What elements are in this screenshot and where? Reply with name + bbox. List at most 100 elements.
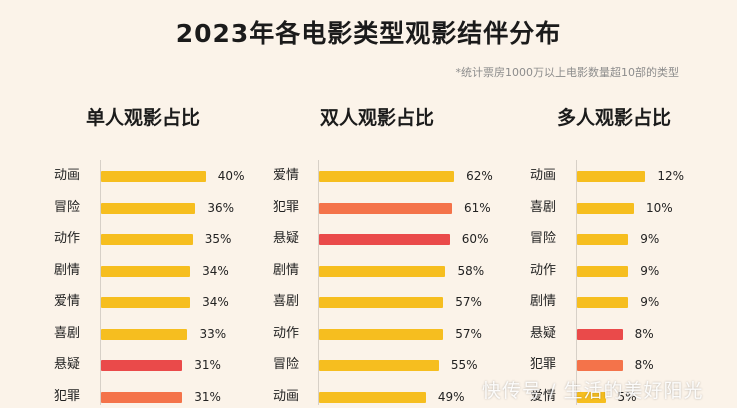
value-label: 31% xyxy=(194,389,221,404)
panel-title-single: 单人观影占比 xyxy=(86,107,201,129)
bar-row: 动画 12% xyxy=(530,165,730,187)
bar xyxy=(577,265,629,277)
bar xyxy=(101,391,183,403)
bar xyxy=(319,391,426,403)
bar xyxy=(319,234,450,245)
value-label: 9% xyxy=(640,295,660,309)
bar-row: 动作 9% xyxy=(530,260,730,282)
watermark: 快传号 / 生活的美好阳光 xyxy=(482,380,704,402)
panel-title-group: 多人观影占比 xyxy=(557,107,672,129)
category-label: 冒险 xyxy=(530,231,557,246)
bar-row: 犯罪 8% xyxy=(530,354,730,376)
category-label: 悬疑 xyxy=(530,325,557,341)
category-label: 动画 xyxy=(273,388,300,404)
category-label: 冒险 xyxy=(54,199,81,215)
bar xyxy=(577,328,623,340)
category-label: 动作 xyxy=(530,262,557,278)
bar xyxy=(319,202,452,214)
category-label: 动画 xyxy=(530,168,557,183)
category-label: 喜剧 xyxy=(530,199,557,215)
value-label: 34% xyxy=(202,263,229,278)
category-label: 犯罪 xyxy=(273,199,300,215)
bar-row: 爱情 62% xyxy=(273,165,493,187)
bar xyxy=(319,328,444,340)
value-label: 57% xyxy=(455,295,482,309)
bar xyxy=(101,360,183,371)
bar xyxy=(577,171,646,182)
bar-row: 悬疑 31% xyxy=(54,354,254,376)
value-label: 9% xyxy=(640,263,660,278)
value-label: 34% xyxy=(202,295,229,309)
category-label: 喜剧 xyxy=(273,294,300,309)
bar xyxy=(319,171,455,182)
bar-row: 剧情 58% xyxy=(273,260,484,282)
value-label: 5% xyxy=(617,389,637,404)
bar xyxy=(101,297,191,308)
axis-line xyxy=(318,160,319,405)
category-label: 悬疑 xyxy=(273,231,300,246)
bar-row: 悬疑 8% xyxy=(530,323,730,345)
value-label: 8% xyxy=(634,358,654,372)
value-label: 55% xyxy=(450,358,478,372)
category-label: 冒险 xyxy=(273,357,300,372)
bar xyxy=(319,297,444,308)
bar xyxy=(577,391,606,403)
chart-subtitle: *统计票房1000万以上电影数量超10部的类型 xyxy=(455,66,680,79)
bar-row: 动作 57% xyxy=(273,323,482,345)
category-label: 剧情 xyxy=(54,262,81,278)
bar-row: 喜剧 57% xyxy=(273,291,482,313)
value-label: 57% xyxy=(455,326,482,341)
category-label: 犯罪 xyxy=(54,388,81,404)
axis-line xyxy=(576,160,577,405)
category-label: 动作 xyxy=(54,231,81,246)
bar-row: 冒险 9% xyxy=(530,228,730,250)
bar-row: 犯罪 61% xyxy=(273,197,491,219)
bar-row: 剧情 9% xyxy=(530,291,730,313)
value-label: 36% xyxy=(207,200,234,215)
category-label: 动画 xyxy=(54,168,81,183)
panel-title-double: 双人观影占比 xyxy=(320,107,435,129)
bar-row: 动作 35% xyxy=(54,228,254,250)
value-label: 40% xyxy=(217,169,245,183)
value-label: 60% xyxy=(461,232,489,246)
category-label: 动作 xyxy=(273,325,300,341)
value-label: 8% xyxy=(634,326,654,341)
bar-row: 爱情 5% xyxy=(530,386,730,408)
bar xyxy=(101,171,206,182)
bar-row: 冒险 36% xyxy=(54,197,254,219)
bar xyxy=(319,360,439,371)
bar xyxy=(101,234,193,245)
bar xyxy=(319,265,446,277)
bar-row: 喜剧 33% xyxy=(54,323,254,345)
category-label: 剧情 xyxy=(530,294,557,309)
value-label: 35% xyxy=(204,232,232,246)
value-label: 12% xyxy=(657,169,685,183)
value-label: 10% xyxy=(646,200,673,215)
bar xyxy=(101,265,191,277)
value-label: 9% xyxy=(640,232,660,246)
bar-row: 动画 40% xyxy=(54,165,254,187)
bar-row: 剧情 34% xyxy=(54,260,254,282)
value-label: 33% xyxy=(199,326,227,341)
bar xyxy=(577,202,634,214)
bar-row: 爱情 34% xyxy=(54,291,254,313)
chart-title: 2023年各电影类型观影结伴分布 xyxy=(175,19,562,48)
value-label: 58% xyxy=(457,263,485,278)
bar xyxy=(577,297,629,308)
category-label: 爱情 xyxy=(54,294,81,309)
category-label: 悬疑 xyxy=(54,357,81,372)
axis-line xyxy=(100,160,101,405)
bar-row: 冒险 55% xyxy=(273,354,478,376)
value-label: 62% xyxy=(466,169,493,183)
bar xyxy=(577,360,623,371)
bar-row: 悬疑 60% xyxy=(273,228,488,250)
bar xyxy=(101,202,196,214)
value-label: 61% xyxy=(463,200,491,215)
value-label: 31% xyxy=(194,358,221,372)
category-label: 犯罪 xyxy=(530,357,557,372)
category-label: 爱情 xyxy=(273,168,300,183)
category-label: 爱情 xyxy=(530,388,557,404)
value-label: 49% xyxy=(437,389,465,404)
bar xyxy=(577,234,629,245)
bar-row: 喜剧 10% xyxy=(530,197,730,219)
